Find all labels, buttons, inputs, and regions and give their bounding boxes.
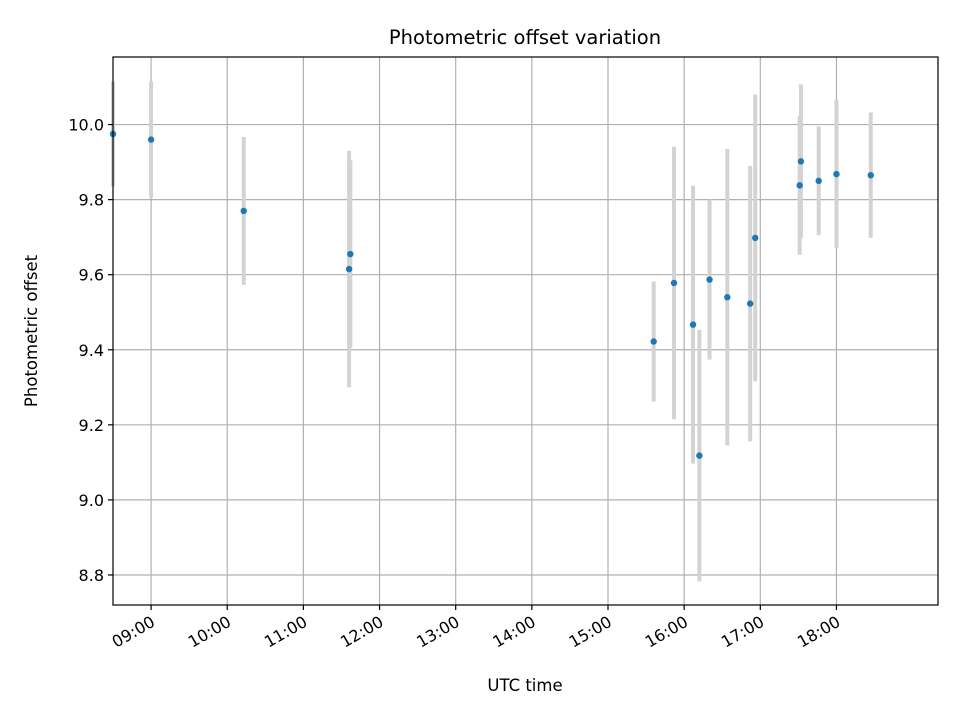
data-point bbox=[147, 136, 155, 143]
data-point bbox=[796, 182, 803, 189]
y-tick-label: 9.2 bbox=[79, 416, 104, 435]
data-point bbox=[345, 265, 353, 273]
data-point bbox=[815, 177, 822, 185]
y-tick-label: 9.4 bbox=[79, 341, 104, 360]
data-point bbox=[706, 276, 713, 283]
data-point bbox=[724, 294, 731, 301]
data-point bbox=[347, 250, 354, 258]
plot-frame bbox=[112, 56, 939, 606]
data-point bbox=[833, 170, 840, 178]
data-point bbox=[867, 172, 874, 179]
data-point bbox=[670, 279, 678, 287]
data-point bbox=[696, 452, 703, 459]
data-point bbox=[746, 300, 754, 307]
grid bbox=[113, 57, 938, 605]
data-point bbox=[240, 207, 247, 215]
chart-title: Photometric offset variation bbox=[389, 26, 661, 49]
y-axis-title: Photometric offset bbox=[22, 254, 41, 407]
data-point bbox=[689, 321, 697, 328]
data-point bbox=[752, 234, 759, 242]
y-tick-label: 9.6 bbox=[79, 266, 104, 285]
y-tick-label: 9.8 bbox=[79, 191, 104, 210]
y-tick-label: 8.8 bbox=[79, 566, 104, 585]
data-point bbox=[797, 158, 805, 165]
y-tick-label: 10.0 bbox=[68, 116, 104, 135]
data-point bbox=[650, 338, 657, 345]
x-axis-title: UTC time bbox=[487, 676, 562, 695]
y-tick-label: 9.0 bbox=[79, 491, 104, 510]
data-points bbox=[109, 130, 874, 459]
